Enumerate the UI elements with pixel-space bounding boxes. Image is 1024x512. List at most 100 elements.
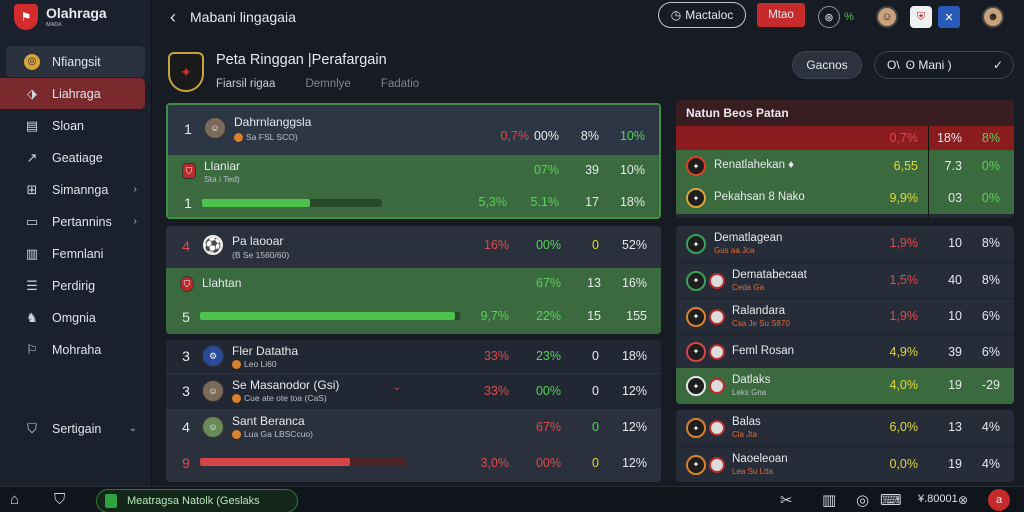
sidebar-item-liahraga[interactable]: ⬗ Liahraga [0,78,145,109]
table-row[interactable]: ✦ Dematabecaat Ceda Ga 1,5% 40 8% [676,262,1014,298]
topbar: ‹ Mabani lingagaia ◷ Mactaloc Mtao ⊛ % ☺… [152,0,1024,34]
team-badge-icon [709,420,725,436]
chat-icon[interactable]: ◎ [856,492,870,509]
sidebar-item-femnlani[interactable]: ▥ Femnlani [6,238,145,269]
team-badge-icon [709,456,725,473]
table-row[interactable]: ✦ Balas Cla Jta 6,0% 13 4% [676,410,1014,446]
stat-3: 8% [981,273,1000,287]
check-icon: ✓ [992,58,1003,72]
stat-2: 7.3 [944,159,962,173]
team-badge-icon [709,308,725,325]
sidebar-item-geatiage[interactable]: ↗ Geatiage [6,142,145,173]
list-icon: ☰ [26,277,38,293]
grid-icon: ⊞ [26,181,38,197]
row-rank: 3 [182,383,190,399]
shield-icon[interactable]: ⛉ [54,491,66,508]
stat-1: 5,3% [478,195,508,209]
sidebar-item-settings[interactable]: ⛉ Sertigain ⌄ [6,413,145,444]
team-badge-icon[interactable]: ✕ [938,6,960,28]
chevron-right-icon: › [133,216,137,227]
team-crest-icon: ✦ [686,376,706,396]
home-icon[interactable]: ⌂ [10,491,20,508]
sidebar-item-label: Simannga [52,182,109,197]
stat-1: 1,9% [889,309,919,323]
table-row[interactable]: 9 3,0% 00% 0 12% [166,446,661,482]
stat-3: 0 [592,456,599,470]
user-avatar[interactable]: ☻ [982,6,1004,28]
team-crest-icon: ✦ [686,418,706,438]
sidebar-item-pertannins[interactable]: ▭ Pertannins › [6,206,145,237]
stat-4: 10% [619,129,645,143]
stopwatch-icon[interactable]: ⊛ [818,6,840,28]
sidebar-item-label: Perdirig [52,278,96,293]
table-row[interactable]: ⛉ Llahtan 67% 13 16% [166,268,661,300]
team-sub: Ceda Ga [732,283,765,292]
table-row[interactable]: ⛉ Llaniar Sta i Ted) 07% 39 10% [168,155,659,187]
sidebar-item-label: Femnlani [52,246,104,261]
stat-3: 6% [981,309,1000,323]
table-row[interactable]: ✦ Renatlahekan ♦ 6,55 7.3 0% [676,150,1014,182]
mactaloc-button[interactable]: ◷ Mactaloc [658,2,746,28]
team-sub: Lea Su Ltta [732,467,773,476]
game-icon[interactable]: ⌨ [880,492,902,509]
row-rank: 4 [182,238,190,254]
mtao-button[interactable]: Mtao [757,3,805,27]
avatar[interactable]: ☺ [876,6,898,28]
table-row[interactable]: 3 ⚙ Fler Datatha Leo Li60 33% 23% 0 18% [166,340,661,374]
table-row[interactable]: 4 ⚽ Pa laooar (B Se 1560/60) 16% 00% 0 5… [166,226,661,268]
sidebar-item-mohraha[interactable]: ⚐ Mohraha [6,334,145,365]
ball-icon: ⚽ [202,234,224,256]
team-crest-icon: ✦ [686,188,706,208]
chevron-right-icon: › [133,184,137,195]
table-row[interactable]: ✦ Naoeleoan Lea Su Ltta 0,0% 19 4% [676,446,1014,482]
person-icon: ♞ [26,309,38,325]
table-row[interactable]: ✦ Feml Rosan 4,9% 39 6% [676,334,1014,368]
stat-2: 22% [535,309,561,323]
tab-fadatio[interactable]: Fadatio [380,78,420,90]
stat-2: 40 [948,273,962,287]
stat-2: 39 [948,345,962,359]
player-name: Pa laooar [232,234,284,248]
table-row[interactable]: 3 ☺ Se Masanodor (Gsi) Cue ate ote toa (… [166,374,661,410]
row-rank: 4 [182,419,190,435]
table-row[interactable]: 1 ☺ Dahrnlanggsla Sa FSL SCO) 0,7% 00% 8… [168,105,659,155]
table-row[interactable]: ✦ Dematlagean Gus aa Jca 1,9% 10 8% [676,226,1014,262]
building-icon[interactable]: ▥ [822,492,837,509]
table-row[interactable]: ✦ Datlaks Leks Gna 4,0% 19 -29 [676,368,1014,404]
table-row[interactable]: 5 9,7% 22% 15 155 [166,300,661,334]
table-row[interactable]: 1 5,3% 5.1% 17 18% [168,187,659,217]
sidebar-item-nfiangsit[interactable]: ◎ Nfiangsit [6,46,145,77]
gacnos-button[interactable]: Gacnos [792,51,862,79]
brand[interactable]: ⚑ Olahraga ᴍᴀᴅᴀ [0,0,151,34]
team-dot-icon [232,360,241,370]
team-badge-icon[interactable]: ⛨ [910,6,932,28]
sidebar-item-simannga[interactable]: ⊞ Simannga › [6,174,145,205]
filter-select[interactable]: O\ ʘ Mani ) ✓ [874,51,1014,79]
player-avatar: ☺ [202,380,224,402]
crossed-tools-icon[interactable]: ✂ [780,492,793,509]
sidebar-item-label: Mohraha [52,342,102,357]
table-row[interactable]: ✦ Pekahsan 8 Nako 9,9% 03 0% [676,182,1014,214]
sidebar-item-omgnia[interactable]: ♞ Omgnia [6,302,145,333]
back-arrow-icon[interactable]: ‹ [170,6,176,27]
select-value: ʘ Mani ) [905,58,952,72]
right-bottom-panel: ✦ Balas Cla Jta 6,0% 13 4% ✦ Naoeleoan L… [676,410,1014,482]
tab-overview[interactable]: Fiarsil rigaa [216,78,276,90]
team-name: Renatlahekan ♦ [714,159,795,171]
percent-icon[interactable]: % [844,11,854,23]
sidebar-item-perdirig[interactable]: ☰ Perdirig [6,270,145,301]
stat-4: 12% [621,456,647,470]
tab-demnlye[interactable]: Demnlye [305,78,351,90]
table-row[interactable]: ✦ Ralandara Csa Je Su S870 1,9% 10 6% [676,298,1014,334]
status-pill[interactable]: Meatragsa Natolk (Geslaks [96,489,298,512]
sidebar-item-sloan[interactable]: ▤ Sloan [6,110,145,141]
table-row[interactable]: 4 ☺ Sant Beranca Lua Ga LBSCcuo) 67% 0 1… [166,410,661,446]
team-dot-icon [232,430,241,440]
stat-2: 00% [533,129,559,143]
notification-badge[interactable]: a [988,489,1010,511]
team-crest-icon: ✦ [686,341,706,362]
stat-2: 10 [948,236,962,250]
chart-icon: ↗ [26,149,38,165]
progress-bar [200,312,460,320]
close-icon[interactable]: ⊗ [958,493,969,507]
